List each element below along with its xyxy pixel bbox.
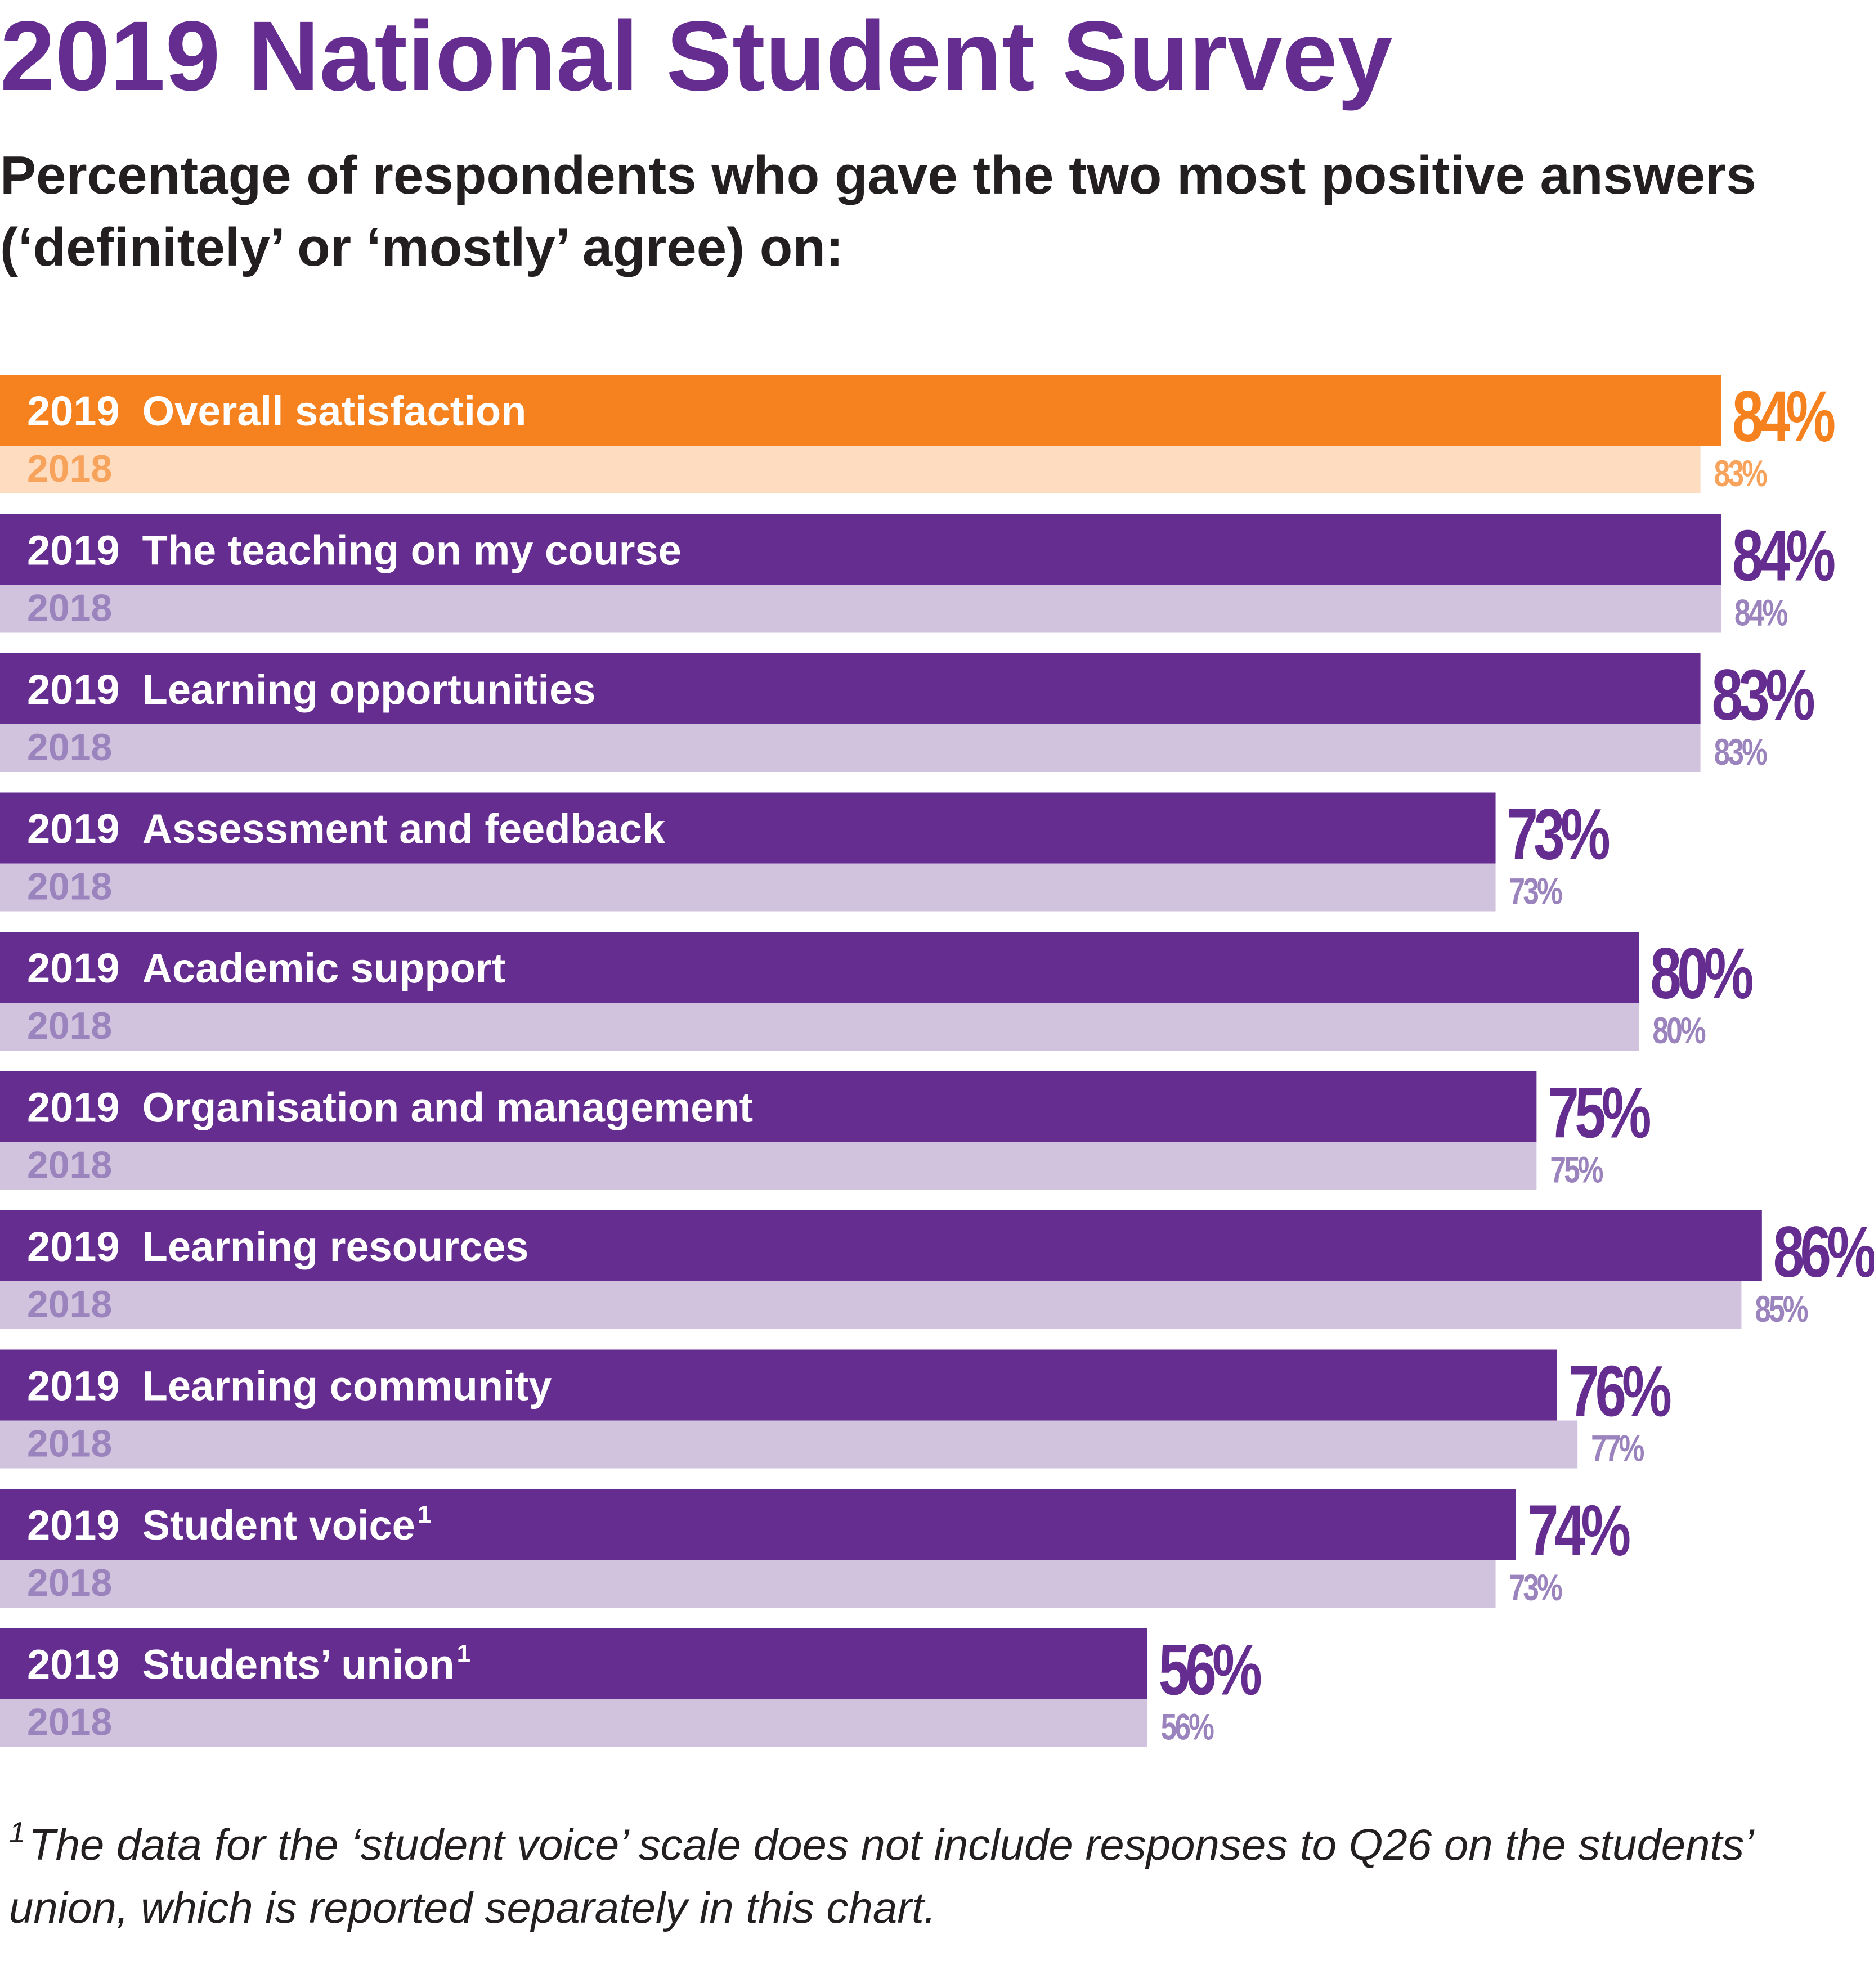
year-label-2019: 2019 <box>27 1641 120 1688</box>
value-label-2019: 76% <box>1568 1352 1671 1432</box>
bar-2019 <box>0 514 1721 585</box>
year-label-2019: 2019 <box>27 1223 120 1270</box>
bar-2019 <box>0 1071 1537 1142</box>
year-label-2018: 2018 <box>27 587 112 630</box>
category-label: 2019 Overall satisfaction <box>27 388 526 434</box>
value-label-2018: 77% <box>1591 1427 1644 1469</box>
year-label-2019: 2019 <box>27 1084 120 1131</box>
category-label: 2019 Academic support <box>27 945 505 991</box>
value-label-2018: 56% <box>1161 1706 1214 1748</box>
year-label-2019: 2019 <box>27 1363 120 1410</box>
year-label-2018: 2018 <box>27 447 112 490</box>
category-label: 2019 Students’ union1 <box>27 1640 470 1688</box>
bar-2018 <box>0 1699 1147 1747</box>
bar-2018 <box>0 863 1496 912</box>
bar-2018 <box>0 446 1701 493</box>
value-label-2019: 84% <box>1732 516 1835 596</box>
category-name: Academic support <box>142 945 506 991</box>
year-label-2018: 2018 <box>27 1144 112 1187</box>
bar-2018 <box>0 1420 1578 1469</box>
chart-title: 2019 National Student Survey <box>0 1 1393 111</box>
year-label-2019: 2019 <box>27 945 120 991</box>
year-label-2019: 2019 <box>27 1502 120 1549</box>
category-name: The teaching on my course <box>142 527 682 574</box>
bar-2018 <box>0 724 1701 772</box>
category-name: Student voice <box>142 1502 415 1549</box>
value-label-2019: 83% <box>1712 655 1814 735</box>
value-label-2019: 80% <box>1650 934 1752 1014</box>
value-label-2019: 74% <box>1527 1491 1630 1571</box>
footnote-superscript: 1 <box>457 1640 470 1668</box>
bar-2019 <box>0 653 1701 724</box>
value-label-2018: 83% <box>1714 731 1768 773</box>
bar-2019 <box>0 1210 1762 1281</box>
bar-2019 <box>0 1349 1557 1421</box>
category-name: Students’ union <box>142 1641 455 1688</box>
value-label-2019: 86% <box>1773 1212 1874 1293</box>
value-label-2018: 73% <box>1509 1567 1563 1609</box>
year-label-2018: 2018 <box>27 1283 112 1326</box>
bar-2019 <box>0 792 1496 864</box>
category-label: 2019 Student voice1 <box>27 1501 431 1549</box>
bar-2018 <box>0 1142 1537 1190</box>
year-label-2018: 2018 <box>27 726 112 769</box>
value-label-2018: 83% <box>1714 452 1768 495</box>
category-name: Learning community <box>142 1363 552 1410</box>
bar-2018 <box>0 1281 1742 1329</box>
value-label-2019: 73% <box>1507 795 1610 875</box>
bar-2018 <box>0 585 1721 633</box>
year-label-2018: 2018 <box>27 1561 112 1604</box>
footnote-superscript: 1 <box>418 1501 431 1528</box>
bar-2019 <box>0 932 1639 1003</box>
value-label-2018: 80% <box>1652 1009 1706 1052</box>
footnote-marker: 1 <box>9 1816 25 1849</box>
bar-2018 <box>0 1560 1496 1608</box>
footnote-text: The data for the ‘student voice’ scale d… <box>9 1820 1752 1932</box>
year-label-2019: 2019 <box>27 666 120 713</box>
category-label: 2019 Learning resources <box>27 1223 528 1270</box>
category-name: Assessment and feedback <box>142 806 666 852</box>
year-label-2018: 2018 <box>27 1701 112 1744</box>
year-label-2019: 2019 <box>27 806 120 852</box>
bar-2018 <box>0 1003 1639 1051</box>
value-label-2019: 75% <box>1548 1073 1650 1154</box>
bar-2019 <box>0 375 1721 446</box>
year-label-2018: 2018 <box>27 865 112 908</box>
category-label: 2019 Assessment and feedback <box>27 806 666 852</box>
year-label-2018: 2018 <box>27 1004 112 1047</box>
bar-2019 <box>0 1628 1147 1699</box>
category-name: Overall satisfaction <box>142 388 527 434</box>
category-name: Learning opportunities <box>142 666 596 713</box>
category-label: 2019 Organisation and management <box>27 1084 753 1131</box>
value-label-2018: 73% <box>1509 870 1563 912</box>
category-name: Learning resources <box>142 1223 529 1270</box>
footnote: 1The data for the ‘student voice’ scale … <box>9 1803 1838 1939</box>
bar-2019 <box>0 1489 1516 1560</box>
category-label: 2019 The teaching on my course <box>27 527 682 574</box>
category-label: 2019 Learning community <box>27 1363 552 1410</box>
value-label-2018: 85% <box>1755 1288 1808 1330</box>
chart-subtitle: Percentage of respondents who gave the t… <box>0 145 1756 277</box>
category-label: 2019 Learning opportunities <box>27 666 595 713</box>
value-label-2018: 75% <box>1550 1148 1603 1191</box>
year-label-2018: 2018 <box>27 1422 112 1465</box>
value-label-2019: 84% <box>1732 376 1835 457</box>
value-label-2019: 56% <box>1159 1630 1261 1711</box>
year-label-2019: 2019 <box>27 527 120 574</box>
year-label-2019: 2019 <box>27 388 120 434</box>
category-name: Organisation and management <box>142 1084 754 1131</box>
value-label-2018: 84% <box>1734 591 1788 634</box>
